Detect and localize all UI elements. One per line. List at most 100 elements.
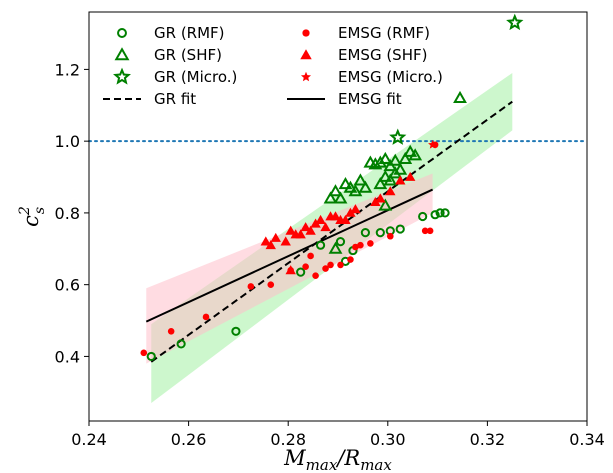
data-point	[360, 228, 370, 238]
data-point	[345, 207, 356, 217]
data-point	[323, 191, 338, 204]
data-point	[358, 180, 373, 193]
data-point	[335, 214, 346, 224]
data-point	[373, 176, 388, 190]
data-point	[330, 211, 341, 221]
legend-marker	[300, 49, 312, 60]
legend-label: EMSG (RMF)	[338, 24, 430, 42]
data-point	[421, 227, 429, 235]
data-point	[368, 157, 383, 170]
data-point	[440, 208, 450, 218]
axis-label-superscript: 2	[17, 206, 33, 216]
gr-fit-line	[150, 100, 513, 363]
data-point	[280, 236, 291, 246]
data-point	[408, 148, 423, 161]
legend-item: GR (Micro.)	[113, 67, 237, 86]
legend-item: EMSG fit	[287, 90, 402, 108]
data-point	[393, 162, 408, 175]
legend-item: EMSG (SHF)	[300, 46, 427, 64]
axis-label-part: /R	[335, 446, 360, 470]
data-point	[403, 144, 418, 157]
data-point	[310, 218, 321, 228]
series-4	[260, 171, 416, 275]
data-point	[327, 261, 334, 269]
legend: GR (RMF) EMSG (RMF) GR (SHF) EMSG (SHF) GR (…	[103, 24, 443, 108]
data-point	[305, 225, 316, 235]
data-point	[265, 240, 276, 250]
data-point	[378, 151, 393, 164]
y-tick-label: 1.2	[55, 60, 80, 79]
data-point	[335, 237, 346, 247]
data-point	[389, 128, 407, 145]
data-point	[378, 198, 393, 211]
legend-label: GR (SHF)	[154, 46, 222, 64]
data-point	[435, 208, 445, 218]
axis-label-subscript: max	[360, 456, 392, 473]
legend-label: EMSG (Micro.)	[338, 68, 443, 86]
data-point	[202, 313, 210, 321]
data-point	[320, 222, 331, 232]
y-tick-label: 1.0	[55, 132, 80, 151]
data-point	[307, 252, 314, 260]
data-point	[343, 180, 358, 193]
data-point	[328, 241, 343, 254]
data-point	[333, 191, 348, 204]
axis-label-subscript: s	[32, 207, 48, 214]
data-point	[312, 272, 319, 279]
data-point	[285, 225, 296, 235]
data-point	[302, 263, 309, 271]
legend-label: GR (Micro.)	[154, 68, 237, 86]
legend-item: EMSG (Micro.)	[300, 68, 443, 86]
data-point	[426, 227, 434, 235]
axis-label-subscript: max	[306, 456, 338, 473]
data-point	[285, 265, 296, 275]
data-point	[295, 229, 306, 239]
x-tick-label: 0.34	[569, 430, 605, 449]
data-point	[385, 186, 396, 196]
data-point	[375, 228, 385, 238]
y-tick-label: 0.4	[55, 347, 80, 366]
data-point	[430, 210, 440, 220]
x-tick-label: 0.24	[71, 430, 107, 449]
legend-label: GR fit	[154, 90, 196, 108]
plot-frame	[88, 11, 588, 422]
data-point	[231, 326, 241, 336]
data-point	[296, 267, 306, 277]
y-tick-label: 0.8	[55, 204, 80, 223]
fit-lines	[145, 100, 513, 363]
data-point	[370, 196, 381, 207]
data-point	[395, 224, 405, 234]
data-point	[315, 214, 326, 224]
series-3	[140, 141, 439, 357]
data-point	[315, 240, 326, 250]
series-1	[323, 90, 467, 254]
data-point	[383, 173, 398, 186]
data-point	[506, 13, 524, 31]
y-axis-label: c2s	[17, 206, 48, 227]
y-tick-label: 0.6	[55, 276, 80, 295]
legend-marker	[114, 47, 130, 61]
data-point	[247, 283, 255, 290]
axis-label-part: M	[283, 446, 306, 470]
legend-item: GR (RMF)	[117, 24, 225, 42]
data-point	[338, 176, 353, 190]
legend-item: GR (SHF)	[114, 46, 222, 64]
data-point	[405, 171, 416, 181]
data-point	[367, 240, 374, 247]
data-point	[350, 204, 361, 214]
data-points	[140, 13, 524, 362]
x-tick-label: 0.26	[171, 430, 207, 449]
series-0	[146, 208, 450, 362]
legend-item: GR fit	[103, 90, 196, 108]
data-point	[167, 328, 175, 335]
data-point	[347, 256, 354, 263]
data-point	[453, 90, 467, 104]
data-point	[418, 211, 428, 222]
x-tick-label: 0.32	[470, 430, 506, 449]
x-tick-label: 0.30	[370, 430, 406, 449]
data-point	[300, 222, 311, 232]
data-point	[140, 349, 148, 357]
data-point	[322, 265, 329, 272]
data-point	[328, 184, 343, 197]
